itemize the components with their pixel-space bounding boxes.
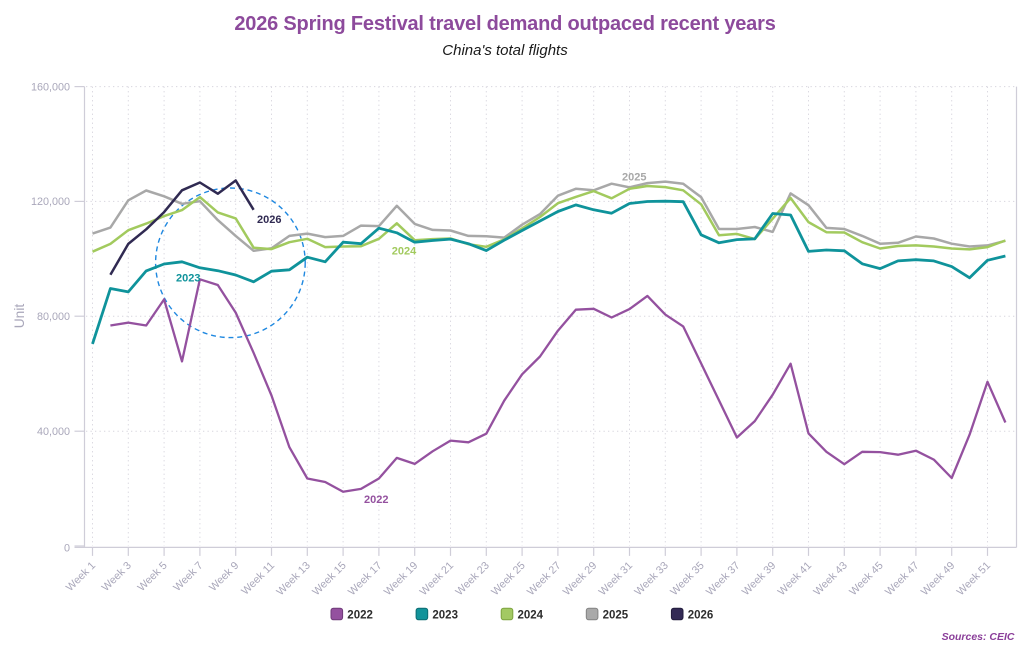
svg-text:120,000: 120,000 [31,196,70,208]
svg-text:2026: 2026 [257,214,281,226]
svg-text:2023: 2023 [432,609,458,621]
svg-text:China's total flights: China's total flights [442,42,568,59]
svg-text:160,000: 160,000 [31,81,70,93]
svg-text:2024: 2024 [518,609,544,621]
svg-text:2022: 2022 [364,494,388,506]
svg-text:2023: 2023 [176,273,200,285]
svg-text:2022: 2022 [347,609,373,621]
svg-text:40,000: 40,000 [37,426,70,438]
svg-text:0: 0 [64,543,70,555]
svg-text:2026: 2026 [688,609,714,621]
svg-text:Unit: Unit [12,304,27,329]
svg-text:80,000: 80,000 [37,311,70,323]
svg-text:Sources: CEIC: Sources: CEIC [942,631,1015,643]
svg-text:2026 Spring Festival travel de: 2026 Spring Festival travel demand outpa… [234,13,775,35]
svg-text:2025: 2025 [603,609,629,621]
svg-text:2024: 2024 [392,246,417,258]
svg-text:2025: 2025 [622,171,646,183]
